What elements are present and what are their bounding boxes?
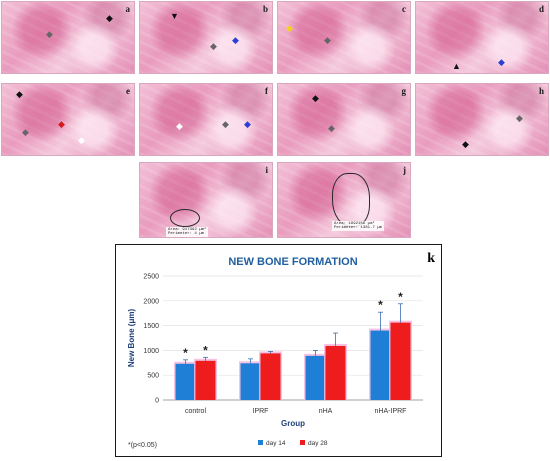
panel-label: e xyxy=(126,86,130,96)
panel-label: g xyxy=(401,86,407,96)
caption-line: Perimeter: 1381.7 µm xyxy=(334,226,383,230)
x-tick-label: nHA xyxy=(319,408,333,415)
micrograph-panel-j: Area: 1992156 µm² Perimeter: 1381.7 µm j xyxy=(277,162,411,238)
gray-arrow-icon: ◆ xyxy=(328,123,335,133)
caption-line: Perimeter: 4 µm xyxy=(168,232,205,236)
panel-label: j xyxy=(403,165,406,175)
bar xyxy=(260,353,281,400)
y-tick-label: 2000 xyxy=(143,298,159,305)
panel-label: d xyxy=(538,4,544,14)
significance-star: * xyxy=(398,290,403,304)
x-tick-label: control xyxy=(185,408,206,415)
bar xyxy=(325,345,346,400)
panel-label: i xyxy=(265,165,268,175)
micrograph-panel-b: ▼ ◆ ◆ b xyxy=(139,1,273,74)
bar xyxy=(305,355,326,400)
y-tick-label: 2500 xyxy=(143,274,159,281)
x-axis-label: Group xyxy=(281,419,305,428)
black-arrow-icon: ◆ xyxy=(16,89,23,99)
gray-arrow-icon: ◆ xyxy=(516,113,523,123)
gray-arrow-icon: ◆ xyxy=(324,35,331,45)
bar xyxy=(390,322,411,400)
micrograph-panel-h: ◆ ◆ h xyxy=(415,83,549,156)
micrograph-panel-d: ▲ ◆ d xyxy=(415,1,549,74)
gray-arrow-icon: ◆ xyxy=(222,119,229,129)
legend-label: day 28 xyxy=(308,440,328,447)
y-tick-label: 0 xyxy=(155,398,159,405)
panel-label: c xyxy=(402,4,406,14)
micrograph-panel-a: ◆ ◆ a xyxy=(1,1,135,74)
panel-label: b xyxy=(262,4,268,14)
bar xyxy=(195,360,216,400)
red-arrow-icon: ◆ xyxy=(58,119,65,129)
black-arrow-icon: ▼ xyxy=(170,11,179,21)
gray-arrow-icon: ◆ xyxy=(46,29,53,39)
y-tick-label: 1500 xyxy=(143,323,159,330)
black-arrow-icon: ◆ xyxy=(312,93,319,103)
blue-arrow-icon: ◆ xyxy=(498,57,505,67)
black-arrow-icon: ▲ xyxy=(452,61,461,71)
panel-label: a xyxy=(125,4,131,14)
bar-chart: NEW BONE FORMATION 0 500 1000 1500 2000 2500 Ne… xyxy=(127,256,423,447)
measurement-outline xyxy=(332,173,370,227)
black-arrow-icon: ◆ xyxy=(462,139,469,149)
panel-label: h xyxy=(538,86,544,96)
white-arrow-icon: ◆ xyxy=(176,121,183,131)
legend-swatch xyxy=(300,440,305,445)
micrograph-panel-e: ◆ ◆ ◆ ◆ e xyxy=(1,83,135,156)
chart-title: NEW BONE FORMATION xyxy=(228,256,357,268)
micrograph-panel-f: ◆ ◆ ◆ f xyxy=(139,83,273,156)
significance-star: * xyxy=(203,343,208,357)
bar xyxy=(370,330,391,400)
blue-arrow-icon: ◆ xyxy=(244,119,251,129)
significance-star: * xyxy=(183,346,188,360)
bar xyxy=(240,363,261,400)
black-arrow-icon: ◆ xyxy=(106,13,113,23)
bar-chart-panel: NEW BONE FORMATION 0 500 1000 1500 2000 2500 Ne… xyxy=(115,244,442,457)
panel-label: k xyxy=(427,251,435,266)
legend-label: day 14 xyxy=(266,440,286,447)
significance-note: *(p<0.05) xyxy=(128,442,157,449)
micrograph-panel-i: Area: 917392 µm² Perimeter: 4 µm i xyxy=(139,162,273,238)
micrograph-panel-g: ◆ ◆ g xyxy=(277,83,411,156)
y-axis-label: New Bone (μm) xyxy=(127,309,136,368)
significance-star: * xyxy=(378,298,383,312)
white-arrow-icon: ◆ xyxy=(78,135,85,145)
gray-arrow-icon: ◆ xyxy=(210,41,217,51)
panel-label: f xyxy=(265,86,268,96)
gray-arrow-icon: ◆ xyxy=(22,127,29,137)
blue-arrow-icon: ◆ xyxy=(232,35,239,45)
bar xyxy=(175,363,196,400)
micrograph-panel-c: ◆ ◆ c xyxy=(277,1,411,74)
y-tick-label: 1000 xyxy=(143,348,159,355)
measurement-caption: Area: 917392 µm² Perimeter: 4 µm xyxy=(166,227,209,237)
legend-swatch xyxy=(258,440,263,445)
caption-line: Area: 1992156 µm² xyxy=(334,222,375,226)
x-tick-label: nHA-IPRF xyxy=(375,408,407,415)
x-tick-label: IPRF xyxy=(253,408,269,415)
yellow-arrow-icon: ◆ xyxy=(286,23,293,33)
y-tick-label: 500 xyxy=(147,373,159,380)
caption-line: Area: 917392 µm² xyxy=(168,228,207,232)
measurement-caption: Area: 1992156 µm² Perimeter: 1381.7 µm xyxy=(332,221,385,231)
measurement-outline xyxy=(170,209,200,227)
